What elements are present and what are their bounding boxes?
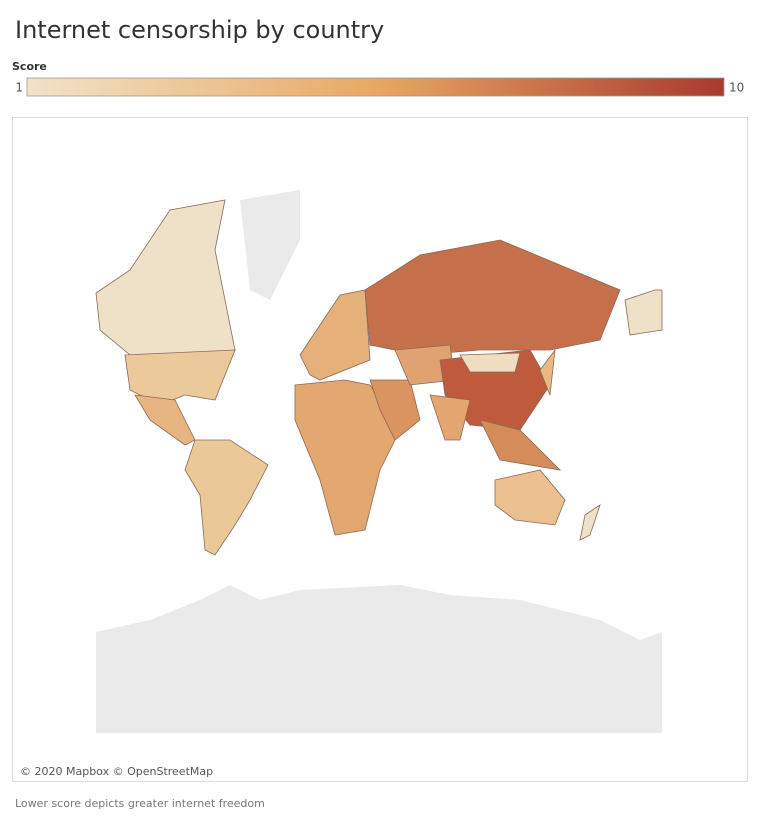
title: Internet censorship by country — [15, 16, 384, 44]
attribution: © 2020 Mapbox © OpenStreetMap — [20, 765, 213, 778]
australia — [494, 469, 566, 526]
canada — [95, 199, 236, 356]
mongolia — [459, 352, 521, 373]
footnote: Lower score depicts greater internet fre… — [15, 797, 265, 810]
color-legend — [26, 77, 725, 97]
legend-min: 1 — [15, 81, 23, 95]
southeast-asia — [479, 419, 562, 471]
japan — [539, 348, 556, 396]
new-zealand — [579, 504, 601, 541]
greenland — [240, 190, 300, 300]
alaska — [624, 289, 663, 336]
europe — [299, 289, 371, 381]
legend-max: 10 — [729, 81, 744, 95]
usa — [124, 349, 236, 406]
central-america — [134, 394, 196, 446]
india — [429, 394, 471, 441]
south-america — [184, 439, 269, 556]
legend-title: Score — [12, 60, 47, 73]
middle-east — [369, 379, 421, 441]
antarctica — [96, 585, 662, 733]
map — [95, 190, 663, 733]
africa — [294, 379, 401, 536]
